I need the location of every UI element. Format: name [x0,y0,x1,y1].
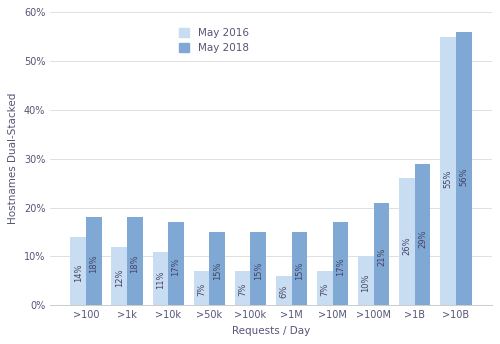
Text: 15%: 15% [295,261,304,280]
X-axis label: Requests / Day: Requests / Day [232,326,310,336]
Bar [210,232,225,305]
Text: 7%: 7% [197,282,206,296]
Bar [292,232,307,305]
Y-axis label: Hostnames Dual-Stacked: Hostnames Dual-Stacked [8,93,18,225]
Text: 26%: 26% [402,236,411,255]
Text: 18%: 18% [130,255,140,273]
Text: 56%: 56% [460,168,468,186]
Bar [276,276,291,305]
Text: 7%: 7% [320,282,330,296]
Text: 11%: 11% [156,271,165,289]
Bar [250,232,266,305]
Text: 12%: 12% [114,268,124,287]
Bar [152,251,168,305]
Bar [86,217,102,305]
Text: 29%: 29% [418,229,427,248]
Bar [112,247,127,305]
Legend: May 2016, May 2018: May 2016, May 2018 [174,23,252,57]
Bar [70,237,86,305]
Bar [399,178,415,305]
Bar [415,164,430,305]
Bar [127,217,142,305]
Text: 15%: 15% [254,261,262,280]
Bar [456,32,471,305]
Text: 55%: 55% [444,170,452,188]
Text: 7%: 7% [238,282,247,296]
Bar [332,222,348,305]
Text: 10%: 10% [362,273,370,292]
Text: 17%: 17% [172,257,180,276]
Bar [374,203,390,305]
Bar [168,222,184,305]
Bar [358,256,374,305]
Text: 15%: 15% [212,261,222,280]
Text: 17%: 17% [336,257,345,276]
Bar [235,271,250,305]
Text: 18%: 18% [90,255,98,273]
Bar [440,37,456,305]
Bar [194,271,210,305]
Bar [317,271,332,305]
Text: 14%: 14% [74,264,82,282]
Text: 6%: 6% [279,285,288,298]
Text: 21%: 21% [377,248,386,266]
